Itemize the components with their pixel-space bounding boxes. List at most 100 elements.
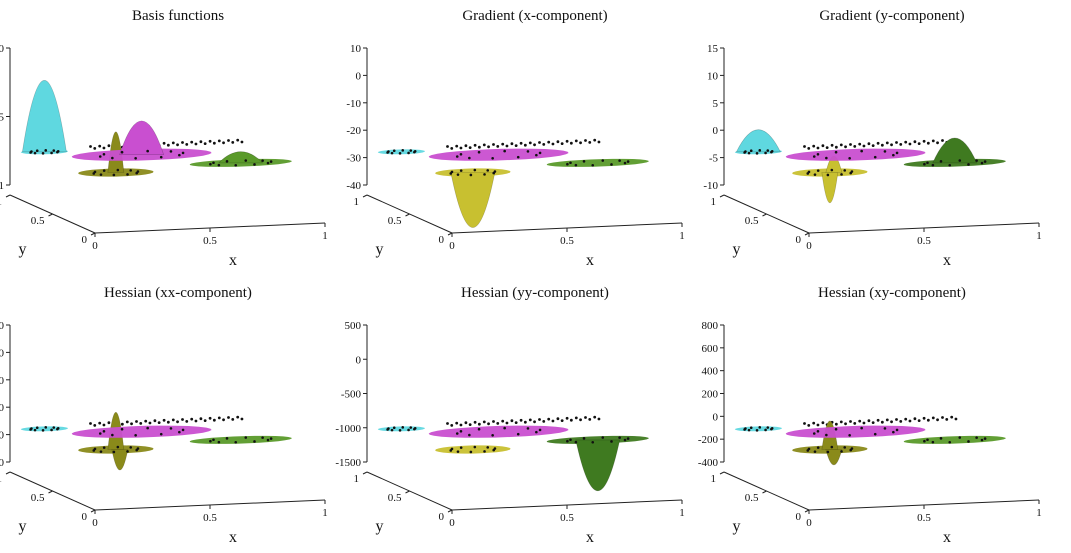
node-point xyxy=(449,172,453,175)
node-point xyxy=(166,420,170,424)
node-point xyxy=(225,160,229,163)
node-point xyxy=(212,438,215,442)
chart-title: Hessian (xx-component) xyxy=(104,285,252,301)
z-tick-label: -20 xyxy=(346,125,361,137)
node-point xyxy=(185,420,189,423)
node-point xyxy=(261,159,264,162)
node-point xyxy=(102,169,106,172)
node-point xyxy=(849,448,853,452)
node-point xyxy=(135,171,139,175)
node-points xyxy=(446,415,601,427)
node-point xyxy=(954,417,958,421)
node-point xyxy=(812,432,816,435)
node-point xyxy=(813,173,817,176)
node-point xyxy=(533,420,536,424)
node-point xyxy=(582,160,586,163)
node-point xyxy=(401,426,405,429)
node-point xyxy=(456,450,460,453)
node-point xyxy=(849,171,853,175)
node-point xyxy=(455,155,459,158)
x-tick-label: 1 xyxy=(322,230,328,242)
node-point xyxy=(157,421,161,424)
node-point xyxy=(926,141,930,145)
node-point xyxy=(473,143,477,147)
node-point xyxy=(93,147,97,150)
node-point xyxy=(171,141,175,145)
node-point xyxy=(244,436,248,439)
node-point xyxy=(111,433,114,437)
chart-panel: Hessian (xy-component) 800 600 400 200 0 -200 -… xyxy=(698,277,1071,553)
node-point xyxy=(764,428,767,432)
y-tick-mark xyxy=(90,232,96,236)
y-axis-label: y xyxy=(733,241,741,258)
node-point xyxy=(758,149,762,152)
node-point xyxy=(236,138,240,142)
y-tick-label: 0.5 xyxy=(388,492,402,504)
node-point xyxy=(766,149,770,152)
node-point xyxy=(610,440,613,443)
node-point xyxy=(980,161,984,165)
node-point xyxy=(446,422,449,425)
node-point xyxy=(848,156,851,160)
z-tick-label: 1 xyxy=(0,180,4,192)
node-point xyxy=(939,160,943,163)
node-point xyxy=(449,449,453,452)
surface-patch xyxy=(377,149,425,155)
node-point xyxy=(834,427,838,431)
node-point xyxy=(758,426,762,429)
node-point xyxy=(626,160,630,163)
node-point xyxy=(176,420,179,424)
node-point xyxy=(482,143,486,147)
node-point xyxy=(825,146,829,150)
node-point xyxy=(574,416,578,420)
node-point xyxy=(803,422,806,425)
node-point xyxy=(538,141,541,144)
node-point xyxy=(880,420,884,424)
node-point xyxy=(468,146,472,150)
node-point xyxy=(812,144,816,148)
node-point xyxy=(904,417,908,421)
node-point xyxy=(948,440,952,444)
node-point xyxy=(514,144,518,148)
node-point xyxy=(35,149,39,153)
node-point xyxy=(908,419,912,423)
node-point xyxy=(450,147,454,150)
node-point xyxy=(102,152,106,156)
x-axis-label: x xyxy=(229,252,237,269)
z-tick-label: -200 xyxy=(698,434,719,446)
node-point xyxy=(29,151,32,154)
node-point xyxy=(126,173,129,176)
node-point xyxy=(892,430,895,434)
node-point xyxy=(839,420,843,424)
node-point xyxy=(926,161,929,165)
node-point xyxy=(473,445,477,449)
node-point xyxy=(591,163,595,167)
node-point xyxy=(538,428,542,432)
node-point xyxy=(120,150,124,154)
y-tick-mark xyxy=(719,194,725,198)
node-point xyxy=(98,155,102,158)
surface-patch xyxy=(428,148,569,161)
chart-svg: Gradient (x-component)100-10-20-30-400 0.… xyxy=(346,8,684,269)
node-point xyxy=(176,143,179,147)
node-point xyxy=(44,149,48,152)
node-points xyxy=(89,415,244,427)
node-point xyxy=(597,140,601,144)
z-tick-label: -10 xyxy=(346,98,361,110)
node-point xyxy=(565,139,569,143)
node-point xyxy=(883,427,887,430)
node-point xyxy=(111,156,114,160)
node-point xyxy=(574,139,578,143)
node-point xyxy=(473,420,477,424)
node-point xyxy=(178,430,181,434)
node-point xyxy=(125,420,129,424)
node-point xyxy=(538,418,541,421)
node-point xyxy=(33,151,37,155)
node-point xyxy=(450,424,454,427)
node-point xyxy=(812,421,816,425)
node-point xyxy=(487,422,490,426)
z-tick-label: 10 xyxy=(707,70,719,82)
node-point xyxy=(468,433,471,437)
